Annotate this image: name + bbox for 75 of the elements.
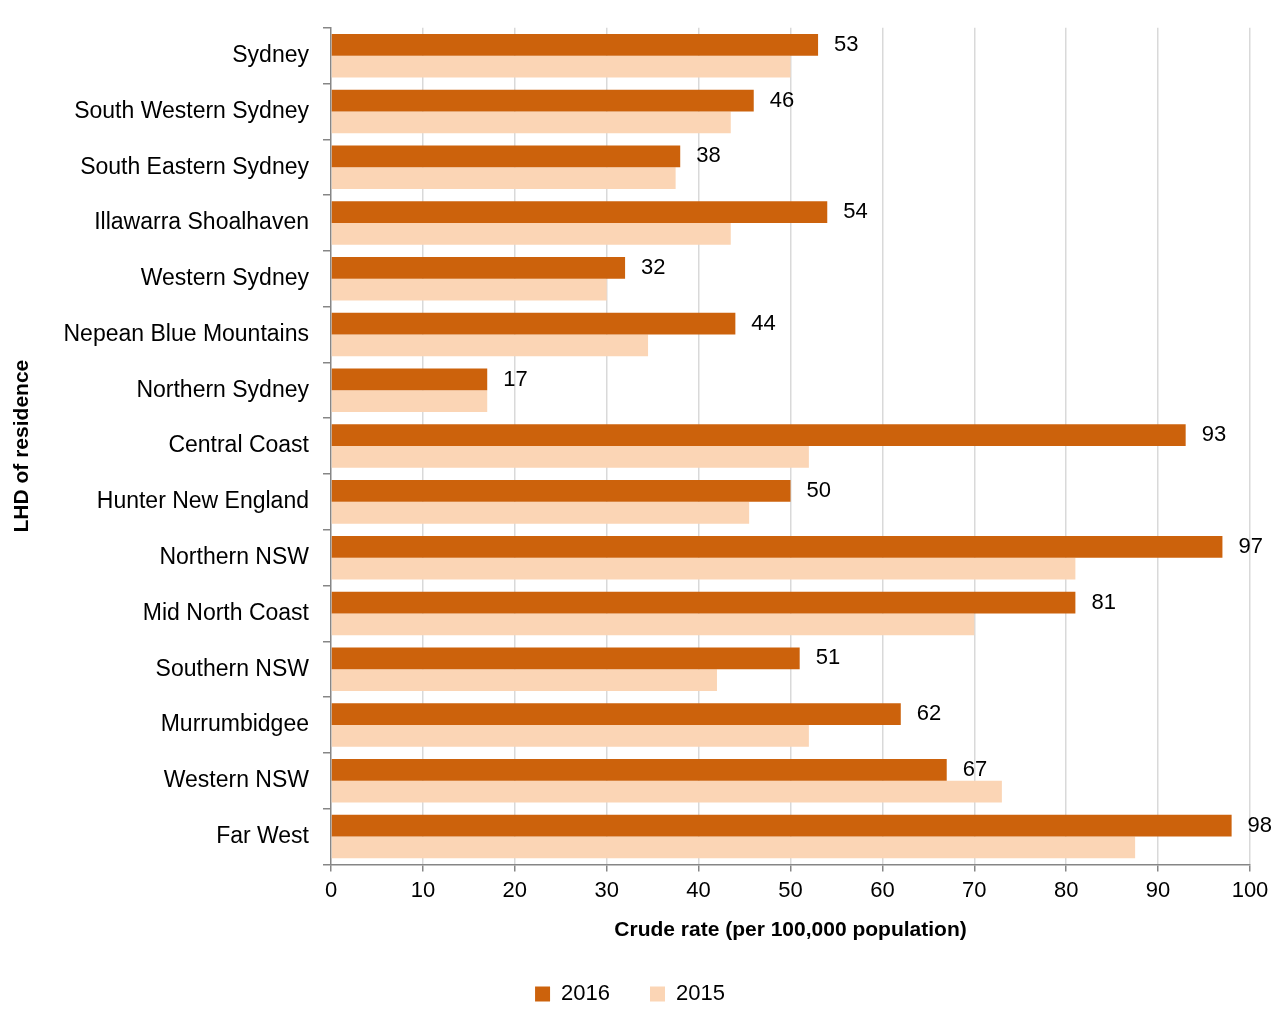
data-label: 93	[1201, 421, 1227, 447]
y-tick-label: Central Coast	[168, 431, 310, 458]
legend-label: 2016	[561, 980, 611, 1006]
bar	[331, 780, 1002, 803]
bar	[331, 334, 649, 357]
data-label: 44	[751, 309, 776, 335]
bar	[331, 55, 791, 78]
data-label: 81	[1091, 588, 1116, 614]
y-tick-label: South Eastern Sydney	[80, 152, 310, 179]
data-label: 32	[641, 253, 666, 279]
bar	[331, 836, 1136, 859]
bar	[331, 33, 819, 56]
data-label: 50	[806, 477, 831, 503]
bar	[331, 480, 791, 502]
y-tick-label: South Western Sydney	[74, 96, 310, 123]
y-tick-label: Illawarra Shoalhaven	[94, 208, 309, 235]
bar	[331, 145, 681, 168]
bar	[331, 111, 731, 134]
bar	[331, 257, 626, 279]
bar	[331, 557, 1076, 580]
bar	[331, 535, 1223, 558]
y-tick-label: Murrumbidgee	[160, 710, 309, 737]
x-tick-label: 20	[502, 876, 528, 902]
data-label: 98	[1247, 811, 1273, 837]
x-tick-label: 30	[594, 876, 619, 902]
bar	[331, 724, 809, 747]
x-tick-label: 80	[1053, 876, 1079, 902]
y-axis-title: LHD of residence	[9, 359, 33, 533]
bar	[331, 647, 800, 670]
data-label: 17	[503, 365, 528, 391]
y-tick-label: Northern NSW	[159, 542, 310, 569]
bar	[331, 591, 1076, 614]
x-tick-label: 50	[778, 876, 803, 902]
data-label: 46	[769, 86, 795, 112]
x-tick-label: 40	[686, 876, 711, 902]
x-tick-label: 0	[324, 876, 338, 902]
data-label: 53	[834, 30, 859, 56]
x-tick-label: 10	[410, 876, 436, 902]
y-tick-label: Sydney	[232, 41, 310, 68]
data-label: 38	[696, 142, 721, 168]
data-label: 51	[815, 644, 841, 670]
bar	[331, 501, 750, 524]
bar	[331, 814, 1232, 837]
x-tick-label: 60	[870, 876, 895, 902]
bar	[331, 669, 717, 691]
x-tick-label: 70	[962, 876, 987, 902]
data-label: 54	[843, 198, 868, 224]
bar	[331, 390, 488, 413]
x-axis-title: Crude rate (per 100,000 population)	[614, 917, 967, 941]
bar	[331, 312, 736, 335]
bar	[331, 223, 731, 245]
y-tick-label: Western Sydney	[140, 264, 310, 291]
y-tick-label: Mid North Coast	[142, 598, 310, 625]
y-tick-label: Far West	[216, 821, 310, 848]
data-label: 67	[962, 755, 988, 781]
y-tick-label: Southern NSW	[155, 654, 310, 681]
y-tick-label: Hunter New England	[96, 487, 309, 514]
bar	[331, 201, 828, 224]
bar	[331, 167, 676, 189]
y-tick-label: Nepean Blue Mountains	[63, 319, 309, 346]
bar	[331, 758, 947, 781]
bar	[331, 446, 809, 468]
legend-label: 2015	[676, 980, 725, 1006]
bar	[331, 89, 754, 112]
y-tick-label: Western NSW	[163, 766, 310, 793]
bar	[331, 613, 975, 636]
bar	[331, 424, 1186, 447]
bar	[331, 368, 488, 391]
data-label: 97	[1238, 532, 1263, 558]
data-label: 62	[916, 700, 942, 726]
bar	[331, 278, 607, 301]
x-tick-label: 100	[1231, 876, 1269, 902]
bar	[331, 703, 901, 725]
x-tick-label: 90	[1145, 876, 1171, 902]
y-tick-label: Northern Sydney	[136, 375, 310, 402]
